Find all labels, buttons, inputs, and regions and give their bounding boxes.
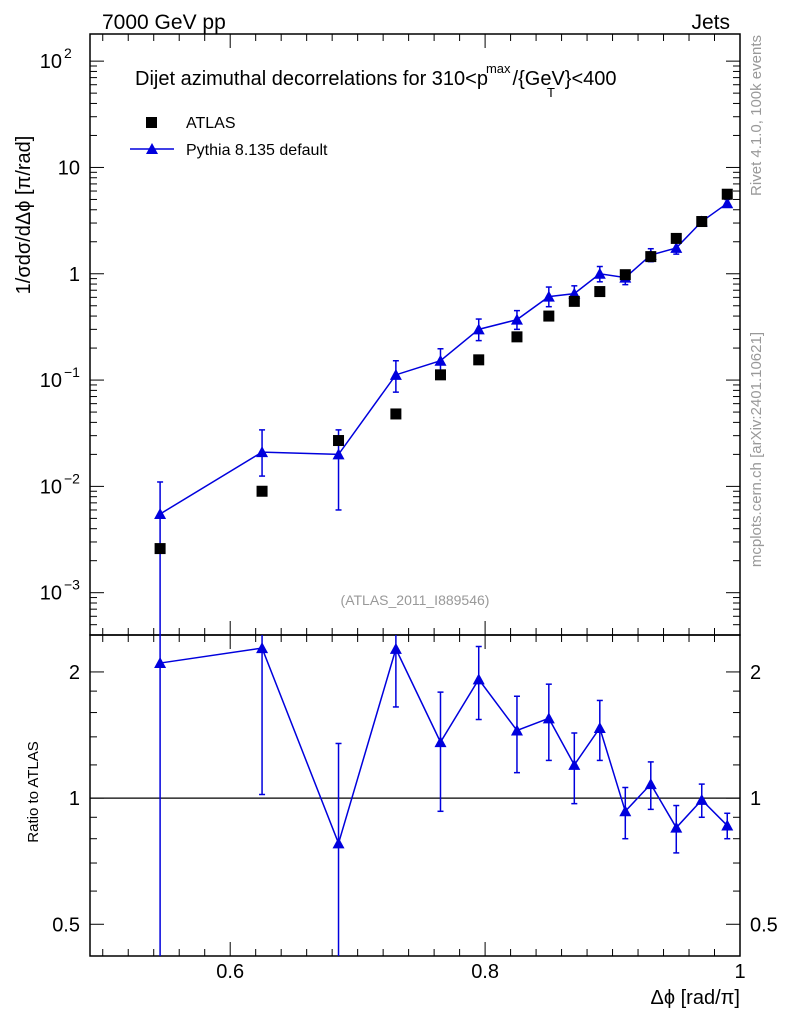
y-tick-label-exp: −1: [64, 364, 80, 380]
mc-point: [593, 267, 606, 279]
atlas-point: [568, 295, 580, 307]
ratio-point: [593, 721, 606, 733]
ratio-point: [644, 778, 657, 790]
mc-point: [721, 197, 734, 209]
rivet-label: Rivet 4.1.0, 100k events: [748, 35, 765, 196]
atlas-point: [645, 251, 657, 263]
legend-mc-label: Pythia 8.135 default: [186, 142, 328, 159]
ratio-tick-label-left: 1: [69, 788, 80, 810]
ratio-point: [472, 673, 485, 685]
atlas-point: [594, 286, 606, 298]
mc-point: [434, 354, 447, 366]
atlas-point: [511, 331, 523, 343]
atlas-point: [473, 354, 485, 366]
y-tick-label: 10: [40, 370, 62, 392]
y-tick-label-base: 1: [69, 264, 80, 286]
y-tick-label: 10: [40, 51, 62, 73]
ratio-panel-frame: [89, 634, 741, 957]
atlas-point: [434, 369, 446, 381]
x-tick-label: 0.8: [471, 961, 499, 983]
y-tick-label-exp: −2: [64, 470, 80, 486]
header-right: Jets: [691, 11, 730, 34]
y-tick-label-base: 10: [40, 370, 62, 392]
header-left: 7000 GeV pp: [102, 11, 226, 34]
ratio-tick-label-left: 0.5: [52, 914, 80, 936]
ratio-point: [542, 712, 555, 724]
plot-title-post: /{GeV}<400: [513, 68, 617, 90]
atlas-point: [154, 543, 166, 555]
data-layer: [90, 188, 740, 956]
atlas-point: [721, 188, 733, 200]
atlas-point: [390, 408, 402, 420]
mc-point: [670, 241, 683, 253]
plot-title-sub: T: [547, 85, 555, 100]
atlas-point: [333, 435, 345, 447]
mc-point: [389, 368, 402, 380]
legend-data-marker: [146, 117, 157, 128]
mc-point: [510, 313, 523, 325]
x-tick-label: 1: [734, 961, 745, 983]
mc-point: [332, 448, 345, 460]
y-tick-label-base: 10: [58, 157, 80, 179]
y-tick-label-base: 10: [40, 51, 62, 73]
upper-y-label: 1/σdσ/dΔϕ [π/rad]: [13, 136, 35, 295]
ratio-tick-label-right: 2: [750, 662, 761, 684]
ratio-point: [695, 793, 708, 805]
y-tick-label-exp: −3: [64, 577, 80, 593]
atlas-point: [619, 269, 631, 281]
y-tick-label-base: 10: [40, 583, 62, 605]
ratio-tick-label-left: 2: [69, 662, 80, 684]
ratio-point: [721, 819, 734, 831]
mc-point: [154, 507, 167, 519]
analysis-id: (ATLAS_2011_I889546): [341, 592, 490, 608]
ratio-point: [510, 724, 523, 736]
y-tick-label: 10: [40, 583, 62, 605]
y-tick-label-base: 10: [40, 476, 62, 498]
legend-data-label: ATLAS: [186, 115, 236, 132]
y-tick-label: 1: [69, 264, 80, 286]
ratio-point: [619, 805, 632, 817]
y-tick-label: 10: [40, 476, 62, 498]
ratio-point: [670, 821, 683, 833]
mc-point: [256, 446, 269, 458]
plot-title: Dijet azimuthal decorrelations for 310<p…: [135, 61, 617, 90]
ratio-point: [389, 642, 402, 654]
x-axis-label: Δϕ [rad/π]: [651, 987, 741, 1009]
mc-point: [542, 290, 555, 302]
atlas-point: [670, 232, 682, 244]
y-tick-label-exp: 2: [64, 45, 72, 61]
ratio-point: [568, 758, 581, 770]
legend-mc-marker: [146, 143, 158, 154]
ratio-point: [434, 736, 447, 748]
ratio-point: [154, 657, 167, 669]
atlas-point: [696, 216, 708, 228]
plot-title-main: Dijet azimuthal decorrelations for 310<p: [135, 68, 488, 90]
ratio-point: [256, 642, 269, 654]
mc-series-line: [159, 202, 728, 515]
ratio-tick-label-right: 0.5: [750, 914, 778, 936]
legend: ATLAS Pythia 8.135 default: [130, 115, 328, 159]
atlas-point: [256, 485, 268, 497]
x-tick-label: 0.6: [216, 961, 244, 983]
ratio-tick-label-right: 1: [750, 788, 761, 810]
plot-title-sup: max: [486, 61, 511, 76]
mc-point: [472, 323, 485, 335]
y-tick-label: 10: [58, 157, 80, 179]
atlas-point: [543, 310, 555, 322]
mcplots-label: mcplots.cern.ch [arXiv:2401.10621]: [748, 332, 765, 567]
lower-y-label: Ratio to ATLAS: [25, 741, 42, 842]
ratio-point: [332, 837, 345, 849]
